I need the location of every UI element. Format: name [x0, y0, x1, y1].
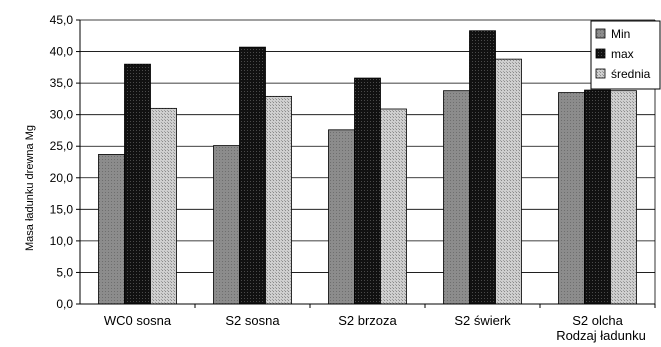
bar-max-4: [469, 30, 496, 305]
y-tick-label: 25,0: [50, 139, 74, 153]
legend-label: max: [611, 47, 634, 61]
bar-Min-3: [328, 129, 355, 305]
bar-średnia-1: [150, 107, 177, 305]
x-tick-label: S2 sosna: [225, 313, 280, 328]
legend-label: średnia: [611, 67, 651, 81]
y-tick-label: 35,0: [50, 76, 74, 90]
y-tick-label: 45,0: [50, 13, 74, 27]
legend-label: Min: [611, 27, 630, 41]
bar-średnia-3: [380, 108, 407, 305]
legend-swatch-max: [595, 48, 606, 59]
y-tick-label: 30,0: [50, 108, 74, 122]
y-tick-label: 10,0: [50, 234, 74, 248]
y-axis-label: Masa ładunku drewna Mg: [24, 125, 36, 251]
x-tick-label: S2 świerk: [454, 313, 511, 328]
bar-średnia-4: [495, 58, 522, 305]
bar-max-1: [124, 63, 151, 305]
y-tick-label: 5,0: [56, 265, 73, 279]
legend-swatch-średnia: [595, 68, 606, 79]
bar-Min-4: [443, 90, 470, 305]
legend: Min max średnia: [590, 20, 661, 90]
bar-średnia-2: [265, 95, 292, 305]
bar-max-2: [239, 46, 266, 305]
bar-średnia-5: [610, 90, 637, 305]
y-tick-labels: 0,0 5,0 10,0 15,0 20,0 25,0 30,0 35,0 40,0 45,0: [50, 13, 74, 311]
bar-max-3: [354, 77, 381, 305]
bar-Min-1: [98, 154, 125, 305]
x-tick-labels: WC0 sosna S2 sosna S2 brzoza S2 świerk S2 ol…: [104, 313, 624, 328]
x-tick-label: S2 olcha: [572, 313, 623, 328]
y-tick-label: 40,0: [50, 45, 74, 59]
y-tick-label: 20,0: [50, 171, 74, 185]
x-tick-label: WC0 sosna: [104, 313, 172, 328]
bar-Min-5: [558, 92, 585, 305]
bars: [98, 30, 637, 305]
bar-max-5: [584, 89, 611, 305]
bar-Min-2: [213, 145, 240, 305]
x-axis-label: Rodzaj ładunku: [556, 328, 646, 343]
x-tick-label: S2 brzoza: [338, 313, 397, 328]
y-tick-label: 15,0: [50, 202, 74, 216]
legend-swatch-Min: [595, 28, 606, 39]
y-tick-label: 0,0: [56, 297, 73, 311]
